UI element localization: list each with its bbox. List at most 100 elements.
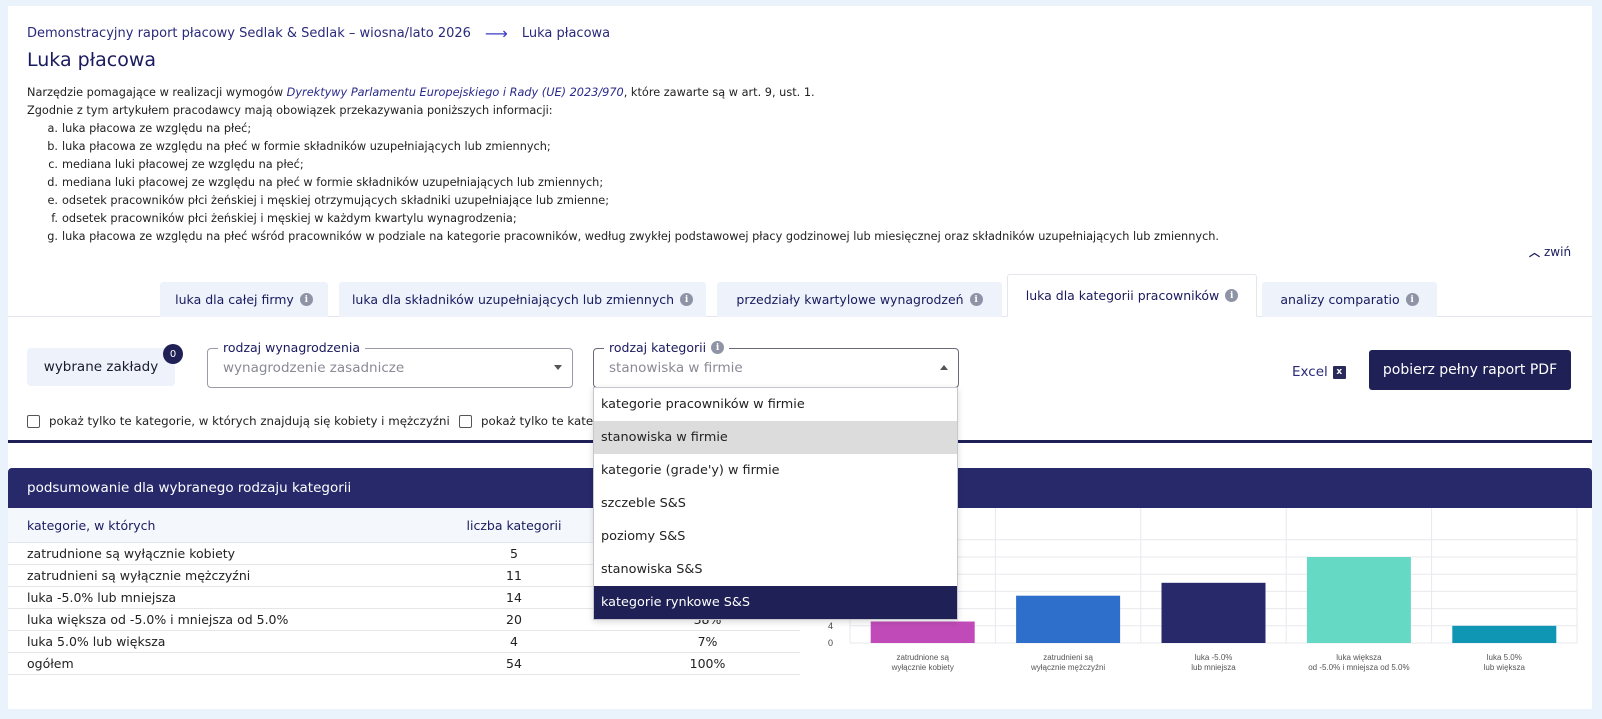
- info-icon[interactable]: i: [969, 293, 983, 306]
- row-label: luka 5.0% lub większa: [27, 634, 166, 649]
- category-type-legend: rodzaj kategorii i: [604, 340, 730, 355]
- category-type-value: stanowiska w firmie: [609, 360, 743, 376]
- dropdown-option[interactable]: stanowiska w firmie: [594, 421, 957, 454]
- intro-line1-end: , które zawarte są w art. 9, ust. 1.: [623, 86, 815, 99]
- info-icon[interactable]: i: [1405, 293, 1419, 306]
- arrow-right-icon: ⟶: [484, 24, 508, 43]
- download-pdf-button[interactable]: pobierz pełny raport PDF: [1369, 350, 1571, 390]
- list-text: mediana luki płacowej ze względu na płeć…: [62, 176, 604, 189]
- x-tick-label: lub większa: [1484, 663, 1526, 672]
- salary-type-select[interactable]: rodzaj wynagrodzenia wynagrodzenie zasad…: [207, 340, 573, 388]
- x-tick-label: lub mniejsza: [1191, 663, 1236, 672]
- list-item: c. mediana luki płacowej ze względu na pł…: [45, 156, 1219, 174]
- selected-plants-button[interactable]: wybrane zakłady: [27, 348, 175, 386]
- table-row: zatrudnieni są wyłącznie mężczyźni 11: [8, 565, 800, 587]
- chart-bar: [1452, 625, 1557, 643]
- collapse-label: zwiń: [1544, 245, 1572, 259]
- directive-link[interactable]: Dyrektywy Parlamentu Europejskiego i Rad…: [286, 86, 624, 99]
- excel-label: Excel: [1292, 364, 1328, 380]
- chevron-up-icon: ︿: [1529, 246, 1540, 259]
- checkbox-both-genders[interactable]: pokaż tylko te kategorie, w których znaj…: [27, 414, 450, 428]
- list-item: g. luka płacowa ze względu na płeć wśród …: [45, 228, 1219, 246]
- dropdown-option[interactable]: kategorie rynkowe S&S: [594, 586, 957, 619]
- checkbox-label: pokaż tylko te kategorie: [481, 414, 624, 428]
- list-item: a. luka płacowa ze względu na płeć;: [45, 120, 1219, 138]
- dropdown-option[interactable]: kategorie pracowników w firmie: [601, 397, 805, 412]
- list-letter: f.: [51, 212, 58, 225]
- excel-icon: x: [1332, 365, 1346, 379]
- list-item: e. odsetek pracowników płci żeńskiej i mę…: [45, 192, 1219, 210]
- list-letter: e.: [47, 194, 58, 207]
- intro-text: Narzędzie pomagające w realizacji wymogó…: [27, 84, 1219, 246]
- table-row: ogółem 54 100%: [8, 653, 800, 675]
- selected-count-badge: 0: [163, 344, 183, 364]
- list-letter: g.: [47, 230, 58, 243]
- tab-label: luka dla składników uzupełniających lub …: [351, 292, 675, 307]
- collapse-button[interactable]: ︿ zwiń: [1529, 244, 1571, 260]
- tab-luka-kategorii[interactable]: luka dla kategorii pracowników i: [1007, 274, 1257, 317]
- column-header: kategorie, w których: [27, 517, 156, 533]
- chart-bar: [1161, 582, 1266, 643]
- checkbox[interactable]: [27, 414, 40, 428]
- x-tick-label: zatrudnione są: [896, 653, 949, 662]
- dropdown-option[interactable]: stanowiska S&S: [601, 562, 703, 577]
- row-count: 5: [510, 546, 518, 561]
- tab-analizy-comparatio[interactable]: analizy comparatio i: [1262, 282, 1437, 317]
- info-icon[interactable]: i: [711, 341, 725, 354]
- row-label: zatrudnieni są wyłącznie mężczyźni: [27, 568, 251, 583]
- x-tick-label: wyłącznie mężczyźni: [1030, 663, 1105, 672]
- list-item: b. luka płacowa ze względu na płeć w form…: [45, 138, 1219, 156]
- intro-line2: Zgodnie z tym artykułem pracodawcy mają …: [27, 104, 553, 117]
- list-letter: b.: [47, 140, 58, 153]
- row-pct: 7%: [697, 634, 718, 649]
- row-label: zatrudnione są wyłącznie kobiety: [27, 546, 236, 561]
- row-label: luka większa od -5.0% i mniejsza od 5.0%: [27, 612, 289, 627]
- x-tick-label: luka -5.0%: [1195, 653, 1233, 662]
- row-count: 4: [510, 634, 518, 649]
- tab-label: luka dla całej firmy: [175, 292, 294, 307]
- salary-type-value: wynagrodzenie zasadnicze: [223, 360, 405, 376]
- list-letter: d.: [47, 176, 58, 189]
- table-row: luka 5.0% lub większa 4 7%: [8, 631, 800, 653]
- tab-label: analizy comparatio: [1280, 292, 1400, 307]
- chevron-up-icon: [940, 365, 948, 370]
- excel-export-button[interactable]: Excel x: [1292, 364, 1346, 380]
- dropdown-option[interactable]: poziomy S&S: [601, 529, 686, 544]
- checkbox[interactable]: [459, 414, 472, 428]
- x-tick-label: luka większa: [1336, 653, 1382, 662]
- list-item: d. mediana luki płacowej ze względu na pł…: [45, 174, 1219, 192]
- tab-luka-skladnikow[interactable]: luka dla składników uzupełniających lub …: [339, 282, 706, 317]
- info-icon[interactable]: i: [299, 293, 313, 306]
- row-count: 20: [506, 612, 522, 627]
- info-icon[interactable]: i: [680, 293, 694, 306]
- x-tick-label: wyłącznie kobiety: [891, 663, 954, 672]
- dropdown-option[interactable]: szczeble S&S: [601, 496, 686, 511]
- category-type-dropdown: kategorie pracowników w firmie stanowisk…: [593, 387, 958, 620]
- breadcrumb-parent[interactable]: Demonstracyjny raport płacowy Sedlak & S…: [27, 26, 471, 41]
- x-tick-label: zatrudnieni są: [1043, 653, 1093, 662]
- row-label: luka -5.0% lub mniejsza: [27, 590, 177, 605]
- dropdown-option[interactable]: kategorie (grade'y) w firmie: [601, 463, 780, 478]
- list-text: odsetek pracowników płci żeńskiej i męsk…: [62, 212, 517, 225]
- row-count: 54: [506, 656, 522, 671]
- requirements-list: a. luka płacowa ze względu na płeć; b. luk…: [45, 120, 1219, 246]
- checkbox-second-filter[interactable]: pokaż tylko te kategorie: [459, 414, 623, 428]
- y-tick-label: 0: [828, 638, 833, 648]
- x-tick-label: luka 5.0%: [1487, 653, 1522, 662]
- breadcrumb-current: Luka płacowa: [521, 26, 611, 41]
- row-pct: 100%: [689, 656, 726, 671]
- category-type-select[interactable]: rodzaj kategorii i stanowiska w firmie: [593, 340, 959, 388]
- list-letter: c.: [48, 158, 58, 171]
- list-text: mediana luki płacowej ze względu na płeć…: [62, 158, 304, 171]
- row-count: 14: [506, 590, 522, 605]
- salary-type-legend: rodzaj wynagrodzenia: [218, 340, 366, 355]
- list-item: f. odsetek pracowników płci żeńskiej i mę…: [45, 210, 1219, 228]
- list-text: odsetek pracowników płci żeńskiej i męsk…: [62, 194, 610, 207]
- chart-bar: [870, 621, 975, 643]
- tab-luka-calej-firmy[interactable]: luka dla całej firmy i: [160, 282, 328, 317]
- intro-line1: Narzędzie pomagające w realizacji wymogó…: [27, 86, 287, 99]
- legend-text: rodzaj wynagrodzenia: [223, 340, 361, 355]
- tab-przedzialy-kwartylowe[interactable]: przedziały kwartylowe wynagrodzeń i: [717, 282, 1002, 317]
- info-icon[interactable]: i: [1225, 289, 1239, 302]
